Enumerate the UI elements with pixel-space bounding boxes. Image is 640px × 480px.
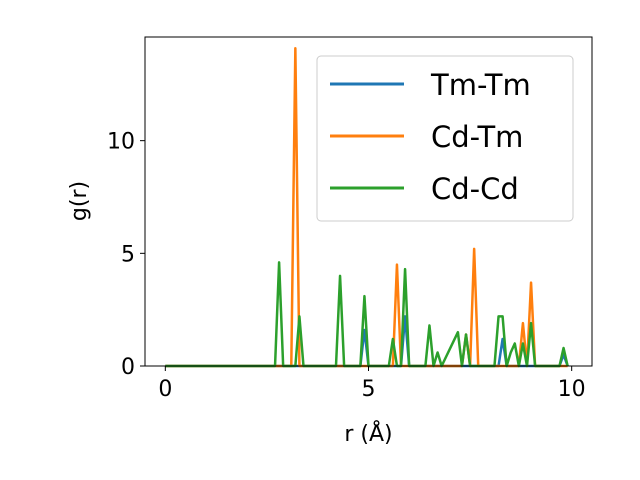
x-tick-label: 5 (362, 377, 376, 402)
legend-label-tm-tm: Tm-Tm (430, 68, 531, 102)
y-axis-label: g(r) (67, 181, 92, 221)
legend-frame (316, 55, 574, 222)
y-tick-label: 5 (121, 242, 135, 267)
legend-label-cd-tm: Cd-Tm (431, 120, 523, 154)
series-line-cd-cd (165, 261, 569, 368)
y-tick-label: 10 (107, 130, 135, 155)
legend-label-cd-cd: Cd-Cd (431, 172, 519, 206)
ticks-layer: 0 5 10 0 5 10 (107, 130, 586, 402)
x-axis-label: r (Å) (344, 420, 392, 447)
x-tick-label: 10 (558, 377, 586, 402)
y-tick-label: 0 (121, 355, 135, 380)
x-tick-label: 0 (158, 377, 172, 402)
legend: Tm-Tm Cd-Tm Cd-Cd (316, 55, 574, 222)
